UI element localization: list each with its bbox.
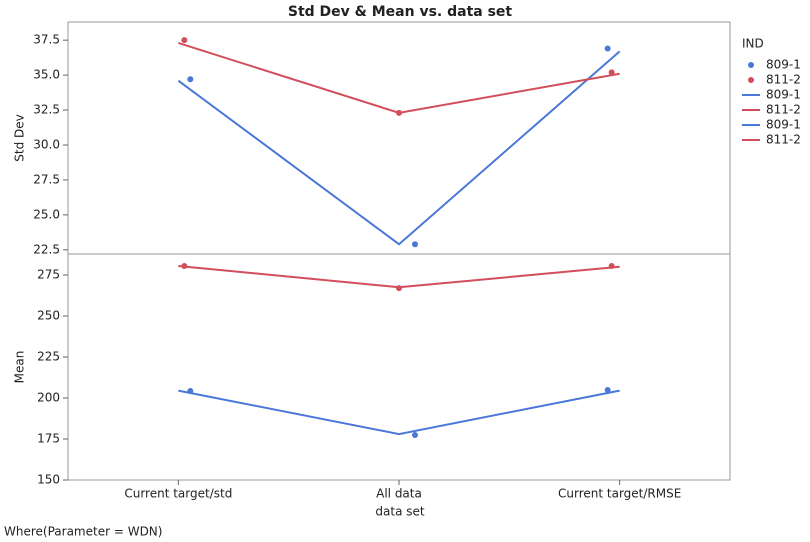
y-tick-label: 275 <box>37 267 60 281</box>
y-tick-label: 27.5 <box>33 172 60 186</box>
x-axis-label: data set <box>375 505 424 519</box>
data-point <box>412 241 418 248</box>
series-line <box>178 389 620 436</box>
chart-title: Std Dev & Mean vs. data set <box>288 4 513 20</box>
x-tick-label: All data <box>376 487 422 501</box>
y-tick-label: 25.0 <box>33 207 60 221</box>
legend-label: 811-2 <box>766 73 801 87</box>
legend-label: 809-1 <box>766 118 801 132</box>
y-tick-label: 175 <box>37 431 60 445</box>
data-point <box>608 262 615 269</box>
y-tick-label: 225 <box>37 349 60 363</box>
legend-label: 811-2 <box>766 133 801 147</box>
y-tick-label: 200 <box>37 390 60 404</box>
y-tick-label: 32.5 <box>33 103 60 117</box>
legend-label: 811-2 <box>766 103 801 117</box>
data-point <box>181 262 188 269</box>
data-point <box>396 109 402 116</box>
data-point <box>187 387 194 394</box>
data-point <box>604 386 611 393</box>
series-line <box>178 264 620 289</box>
legend-label: 809-1 <box>766 58 801 72</box>
y-axis-label: Std Dev <box>13 114 27 161</box>
legend-label: 809-1 <box>766 88 801 102</box>
x-tick-label: Current target/std <box>124 487 232 501</box>
data-point <box>412 432 418 439</box>
x-tick-label: Current target/RMSE <box>558 487 681 501</box>
data-point <box>187 76 194 83</box>
plot-frame <box>67 21 731 481</box>
y-tick-label: 30.0 <box>33 137 60 151</box>
legend-point <box>748 77 754 83</box>
data-point <box>604 45 611 52</box>
data-point <box>181 37 188 44</box>
y-tick-label: 150 <box>37 473 60 487</box>
y-tick-label: 35.0 <box>33 68 60 82</box>
data-point <box>396 285 402 292</box>
series-line <box>178 42 620 114</box>
y-tick-label: 250 <box>37 308 60 322</box>
y-axis-label: Mean <box>13 351 27 384</box>
data-point <box>608 69 615 76</box>
legend-title: IND <box>742 37 764 51</box>
legend-point <box>748 62 754 68</box>
footnote: Where(Parameter = WDN) <box>4 525 162 539</box>
series-line <box>177 50 621 246</box>
y-tick-label: 22.5 <box>33 242 60 256</box>
y-tick-label: 37.5 <box>33 33 60 47</box>
